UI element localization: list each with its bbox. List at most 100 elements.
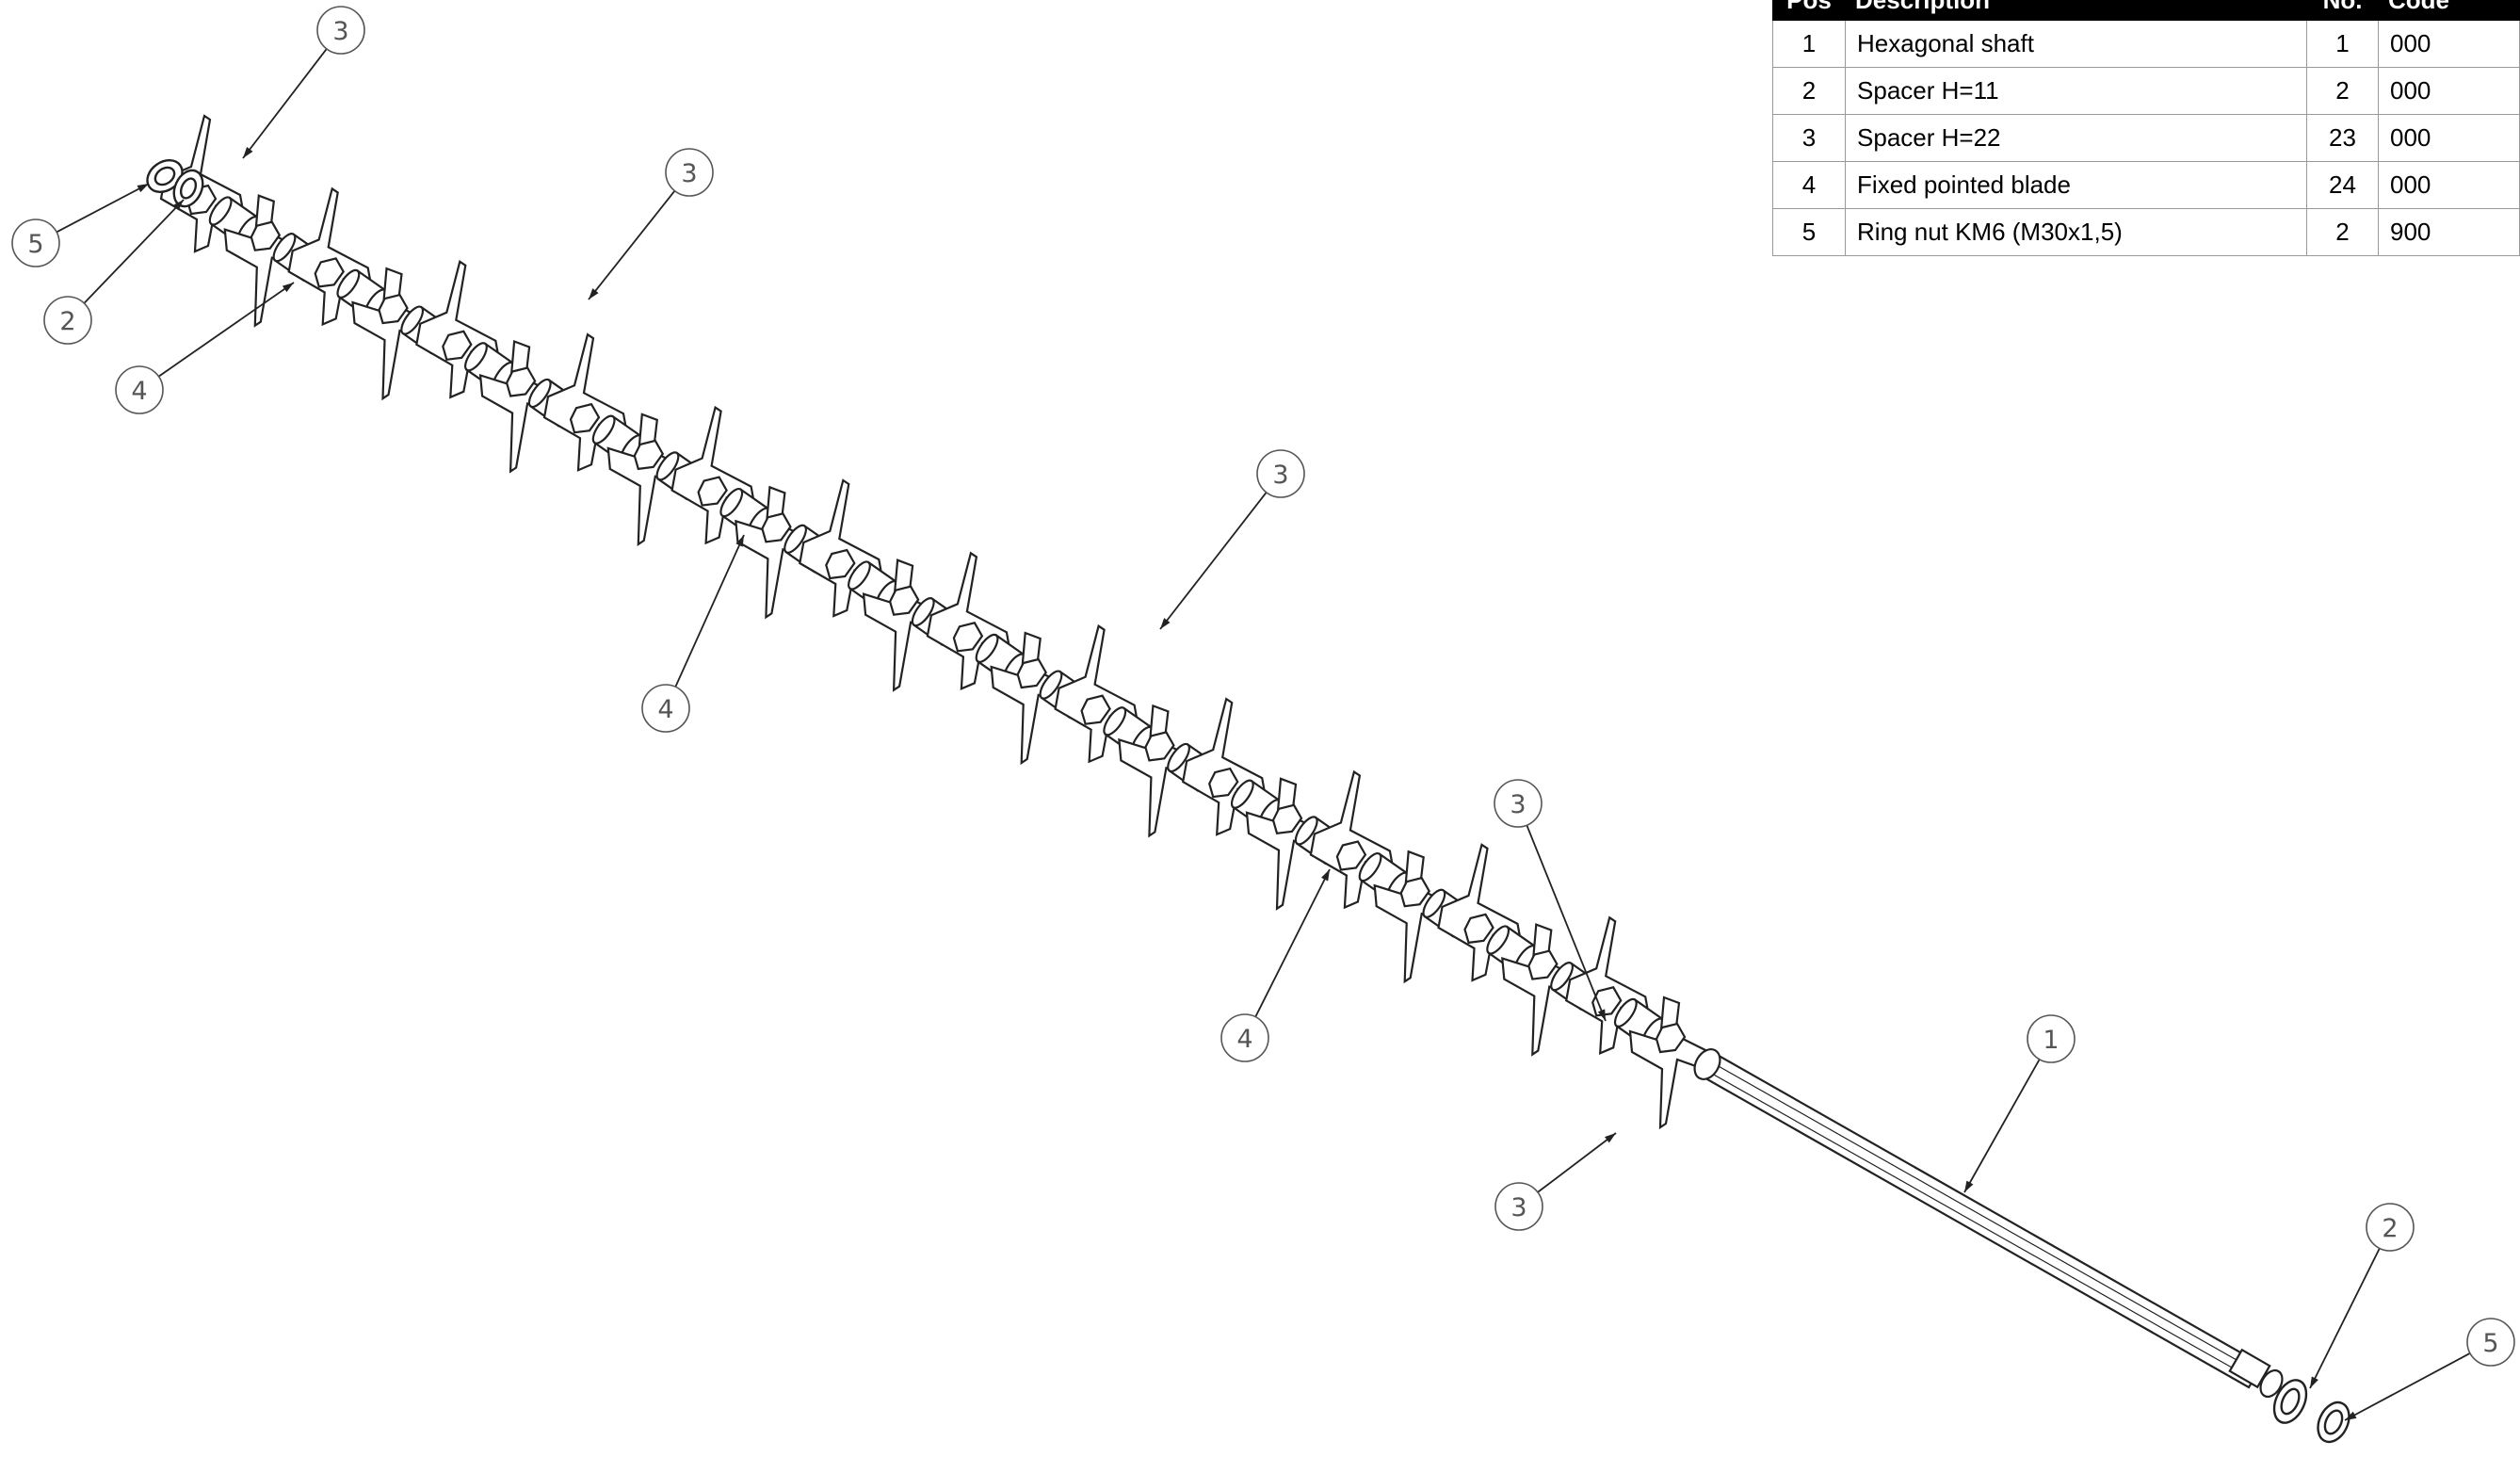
fixed-pointed-blade — [1628, 996, 1715, 1130]
leader-line — [1526, 824, 1607, 1022]
fixed-pointed-blade — [1501, 923, 1587, 1057]
leader-line — [83, 199, 185, 304]
leader-arrowhead — [2345, 1411, 2357, 1420]
cell-quantity: 2 — [2306, 208, 2379, 256]
cell-code: 000 — [2377, 161, 2520, 209]
callout-number: 5 — [27, 230, 43, 259]
callout-bubble — [1494, 779, 1543, 828]
table-row: 5 Ring nut KM6 (M30x1,5) 2 900 — [1771, 208, 2520, 256]
callout-number: 3 — [1510, 790, 1526, 819]
fixed-pointed-blade — [478, 339, 565, 474]
leader-line — [674, 534, 745, 688]
header-code: Code — [2377, 0, 2520, 21]
header-pos: Pos — [1771, 0, 1847, 21]
spacer-h22 — [208, 196, 261, 246]
callout-number: 3 — [332, 17, 348, 46]
blade-rotor-assembly — [159, 114, 1715, 1130]
leader-line — [1963, 1059, 2041, 1193]
callout-number: 3 — [1510, 1193, 1527, 1222]
cell-pos: 4 — [1771, 161, 1847, 209]
fixed-pointed-blade — [1245, 777, 1332, 911]
leader-arrowhead — [589, 288, 599, 299]
fixed-pointed-blade — [1373, 850, 1459, 984]
table-row: 1 Hexagonal shaft 1 000 — [1771, 20, 2520, 68]
leader-arrowhead — [172, 200, 184, 211]
cell-description: Spacer H=22 — [1845, 114, 2308, 162]
callout-number: 3 — [1272, 461, 1288, 490]
leader-line — [157, 282, 295, 378]
cell-description: Fixed pointed blade — [1845, 161, 2308, 209]
spacer-h22 — [464, 342, 516, 392]
fixed-pointed-blade — [1118, 704, 1203, 838]
cell-code: 000 — [2377, 20, 2520, 68]
cell-description: Ring nut KM6 (M30x1,5) — [1845, 208, 2308, 256]
ring-nut-left — [146, 158, 184, 194]
leader-line — [588, 190, 676, 300]
leader-arrowhead — [735, 535, 744, 547]
cell-code: 000 — [2377, 67, 2520, 115]
leader-arrowhead — [282, 283, 294, 293]
leader-line — [242, 48, 328, 159]
leader-line — [1159, 492, 1268, 630]
fixed-pointed-blade — [862, 559, 948, 692]
fixed-pointed-blade — [223, 194, 310, 328]
cell-pos: 5 — [1771, 208, 1847, 256]
cell-code: 900 — [2377, 208, 2520, 256]
callout-bubble — [665, 148, 714, 197]
table-row: 4 Fixed pointed blade 24 000 — [1771, 161, 2520, 209]
ring-nut-right — [2317, 1400, 2350, 1444]
leader-arrowhead — [243, 147, 253, 158]
cell-description: Spacer H=11 — [1845, 67, 2308, 115]
callout-bubble — [11, 219, 60, 267]
leader-arrowhead — [1597, 1009, 1606, 1021]
leader-line — [2344, 1352, 2471, 1421]
header-description: Description — [1845, 0, 2308, 21]
callout-bubble — [2366, 1203, 2415, 1252]
leader-arrowhead — [2310, 1376, 2318, 1388]
cell-code: 000 — [2377, 114, 2520, 162]
leader-line — [56, 183, 150, 234]
callout-number: 4 — [131, 377, 147, 406]
leader-line — [2309, 1247, 2381, 1389]
leader-arrowhead — [1964, 1180, 1974, 1192]
cell-pos: 2 — [1771, 67, 1847, 115]
callout-number: 3 — [681, 159, 697, 188]
callout-number: 2 — [2382, 1214, 2398, 1243]
fixed-pointed-blade — [606, 413, 693, 547]
leader-line — [1537, 1132, 1617, 1193]
callout-bubble — [316, 6, 365, 55]
callout-bubble — [1494, 1182, 1543, 1231]
spacer-right — [2272, 1379, 2308, 1424]
cell-description: Hexagonal shaft — [1845, 20, 2308, 68]
leader-arrowhead — [1605, 1133, 1616, 1143]
cell-quantity: 1 — [2306, 20, 2379, 68]
table-row: 3 Spacer H=22 23 000 — [1771, 114, 2520, 162]
callout-number: 1 — [2043, 1026, 2059, 1055]
callout-leaders — [56, 48, 2471, 1421]
callout-bubble — [2466, 1318, 2515, 1367]
leader-arrowhead — [1321, 869, 1330, 882]
callout-number: 5 — [2482, 1329, 2498, 1358]
fixed-pointed-blade — [990, 631, 1075, 766]
table-row: 2 Spacer H=11 2 000 — [1771, 67, 2520, 115]
spacer-h22 — [1103, 706, 1155, 756]
leader-line — [1254, 868, 1331, 1018]
callout-bubble — [43, 296, 92, 345]
header-quantity: No. — [2306, 0, 2379, 21]
cell-pos: 3 — [1771, 114, 1847, 162]
cell-quantity: 24 — [2306, 161, 2379, 209]
fixed-pointed-blade — [351, 267, 437, 401]
leader-arrowhead — [137, 184, 149, 193]
fixed-pointed-blade — [735, 485, 820, 620]
callout-number: 4 — [1236, 1025, 1252, 1054]
callout-bubble — [641, 684, 690, 733]
cell-quantity: 2 — [2306, 67, 2379, 115]
hexagonal-shaft — [1693, 1048, 2284, 1399]
callout-number: 2 — [59, 307, 75, 336]
callout-bubble — [1256, 449, 1305, 498]
callout-bubble — [115, 365, 164, 414]
cell-pos: 1 — [1771, 20, 1847, 68]
leader-arrowhead — [1160, 618, 1171, 629]
